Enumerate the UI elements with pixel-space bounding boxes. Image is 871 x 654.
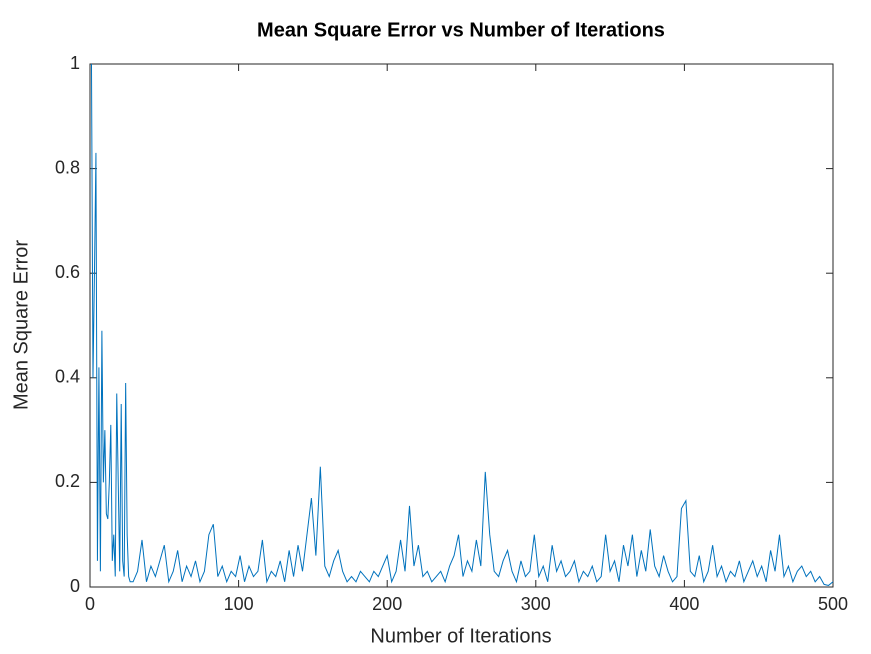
x-axis-label: Number of Iterations	[370, 625, 551, 647]
y-tick-label: 0.8	[55, 157, 80, 177]
y-tick-label: 0.6	[55, 262, 80, 282]
y-tick-label: 1	[70, 53, 80, 73]
y-tick-label: 0.4	[55, 367, 80, 387]
x-tick-label: 100	[224, 594, 254, 614]
y-tick-label: 0.2	[55, 471, 80, 491]
x-tick-label: 500	[818, 594, 848, 614]
chart-title: Mean Square Error vs Number of Iteration…	[257, 19, 665, 41]
y-tick-label: 0	[70, 576, 80, 596]
x-tick-label: 200	[372, 594, 402, 614]
y-axis-label: Mean Square Error	[10, 240, 32, 410]
axes-box	[89, 63, 834, 588]
x-tick-label: 300	[521, 594, 551, 614]
x-tick-label: 0	[85, 594, 95, 614]
x-tick-label: 400	[669, 594, 699, 614]
data-line	[90, 63, 834, 586]
